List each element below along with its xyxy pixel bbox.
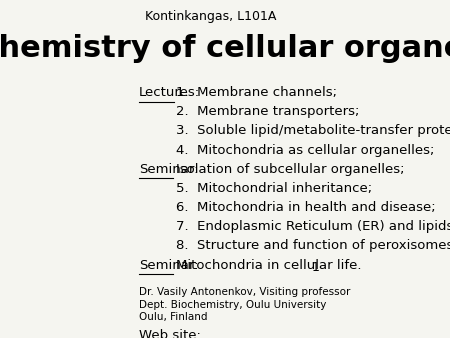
Text: 7.  Endoplasmic Reticulum (ER) and lipids;: 7. Endoplasmic Reticulum (ER) and lipids… [176,220,450,233]
Text: Web site:: Web site: [139,329,201,338]
Text: 4.  Mitochondria as cellular organelles;: 4. Mitochondria as cellular organelles; [176,144,434,156]
Text: 2.  Membrane transporters;: 2. Membrane transporters; [176,105,359,118]
Text: Oulu, Finland: Oulu, Finland [139,312,207,322]
Text: Kontinkangas, L101A: Kontinkangas, L101A [145,10,276,23]
Text: 5.  Mitochondrial inheritance;: 5. Mitochondrial inheritance; [176,182,372,195]
Text: 6.  Mitochondria in health and disease;: 6. Mitochondria in health and disease; [176,201,436,214]
Text: Dept. Biochemistry, Oulu University: Dept. Biochemistry, Oulu University [139,300,326,310]
Text: 8.  Structure and function of peroxisomes;: 8. Structure and function of peroxisomes… [176,239,450,252]
Text: Lectures:: Lectures: [139,86,200,99]
Text: 3.  Soluble lipid/metabolite-transfer proteins;: 3. Soluble lipid/metabolite-transfer pro… [176,124,450,137]
Text: Seminar:: Seminar: [139,259,198,272]
Text: Isolation of subcellular organelles;: Isolation of subcellular organelles; [176,163,405,176]
Text: Biochemistry of cellular organelles: Biochemistry of cellular organelles [0,34,450,63]
Text: 1.  Membrane channels;: 1. Membrane channels; [176,86,337,99]
Text: Mitochondria in cellular life.: Mitochondria in cellular life. [176,259,361,272]
Text: 1: 1 [311,261,319,273]
Text: Seminar:: Seminar: [139,163,198,176]
Text: Dr. Vasily Antonenkov, Visiting professor: Dr. Vasily Antonenkov, Visiting professo… [139,287,350,297]
